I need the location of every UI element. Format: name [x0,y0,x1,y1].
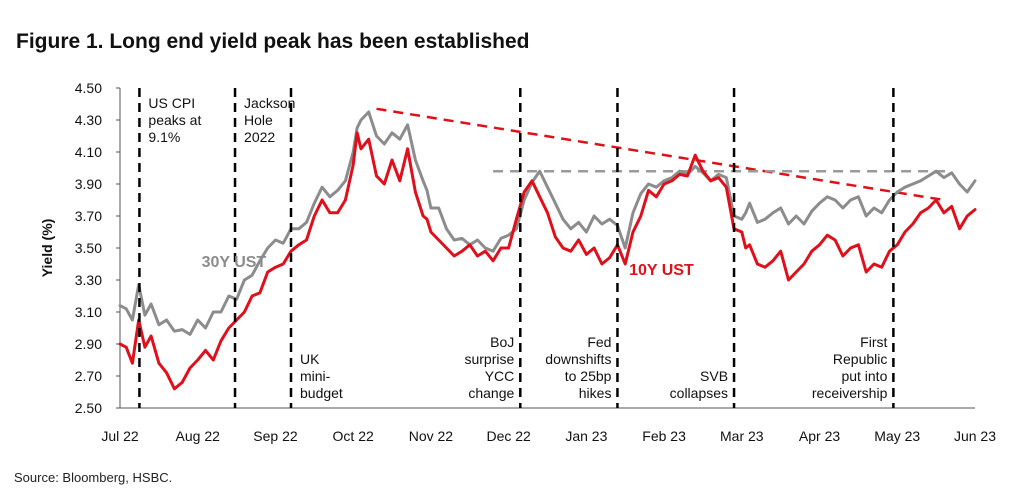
chart-title: Figure 1. Long end yield peak has been e… [16,30,530,53]
event-label-line: BoJ [490,334,514,350]
event-label-line: First [860,334,887,350]
series-label: 10Y UST [629,262,694,279]
series-line-10y-ust [118,131,977,391]
x-tick-label: Jun 23 [954,428,996,444]
x-tick-label: May 23 [874,428,920,444]
event-label-line: UK [300,351,320,367]
x-tick-label: Dec 22 [486,428,531,444]
event-label-line: US CPI [148,95,195,111]
y-tick-label: 3.10 [75,304,102,320]
x-tick-label: Mar 23 [720,428,764,444]
y-tick-label: 3.30 [75,272,102,288]
x-tick-label: Jul 22 [101,428,139,444]
x-tick-label: Jan 23 [565,428,607,444]
source-note: Source: Bloomberg, HSBC. [14,470,173,485]
event-label-line: change [468,385,514,401]
event-label-line: YCC [485,368,515,384]
event-label-line: peaks at [148,112,201,128]
y-tick-label: 2.50 [75,400,102,416]
event-label-line: to 25bp [565,368,612,384]
x-tick-label: Sep 22 [253,428,298,444]
event-label-line: put into [841,368,887,384]
event-label-line: collapses [670,385,728,401]
event-label-line: SVB [700,368,728,384]
y-tick-label: 3.70 [75,208,102,224]
event-label-line: mini- [300,368,331,384]
event-label-line: Fed [587,334,611,350]
event-label-line: receivership [812,385,888,401]
y-tick-label: 2.90 [75,336,102,352]
series-line-30y-ust [118,110,977,336]
event-label-line: Republic [833,351,887,367]
y-tick-label: 4.10 [75,144,102,160]
x-tick-label: Feb 23 [642,428,686,444]
y-tick-label: 3.50 [75,240,102,256]
y-tick-label: 4.50 [75,80,102,96]
event-label-line: 9.1% [148,129,180,145]
y-tick-label: 4.30 [75,112,102,128]
y-tick-label: 3.90 [75,176,102,192]
x-tick-label: Aug 22 [176,428,221,444]
yield-chart: 4.50 4.30 4.10 3.90 3.70 3.50 3.30 3.10 2.90 2.70… [39,80,996,444]
event-label-line: Hole [244,112,273,128]
event-label-line: hikes [579,385,612,401]
x-tick-label: Nov 22 [409,428,454,444]
event-label-line: surprise [464,351,514,367]
event-label-line: budget [300,385,343,401]
trend-line-downtrend-peaks [376,107,945,202]
x-tick-label: Oct 22 [333,428,374,444]
y-axis-label: Yield (%) [39,219,55,278]
y-tick-label: 2.70 [75,368,102,384]
series-label: 30Y UST [202,254,267,271]
event-label-line: 2022 [244,129,275,145]
x-tick-label: Apr 23 [799,428,840,444]
event-label-line: Jackson [244,95,295,111]
event-label-line: downshifts [545,351,611,367]
